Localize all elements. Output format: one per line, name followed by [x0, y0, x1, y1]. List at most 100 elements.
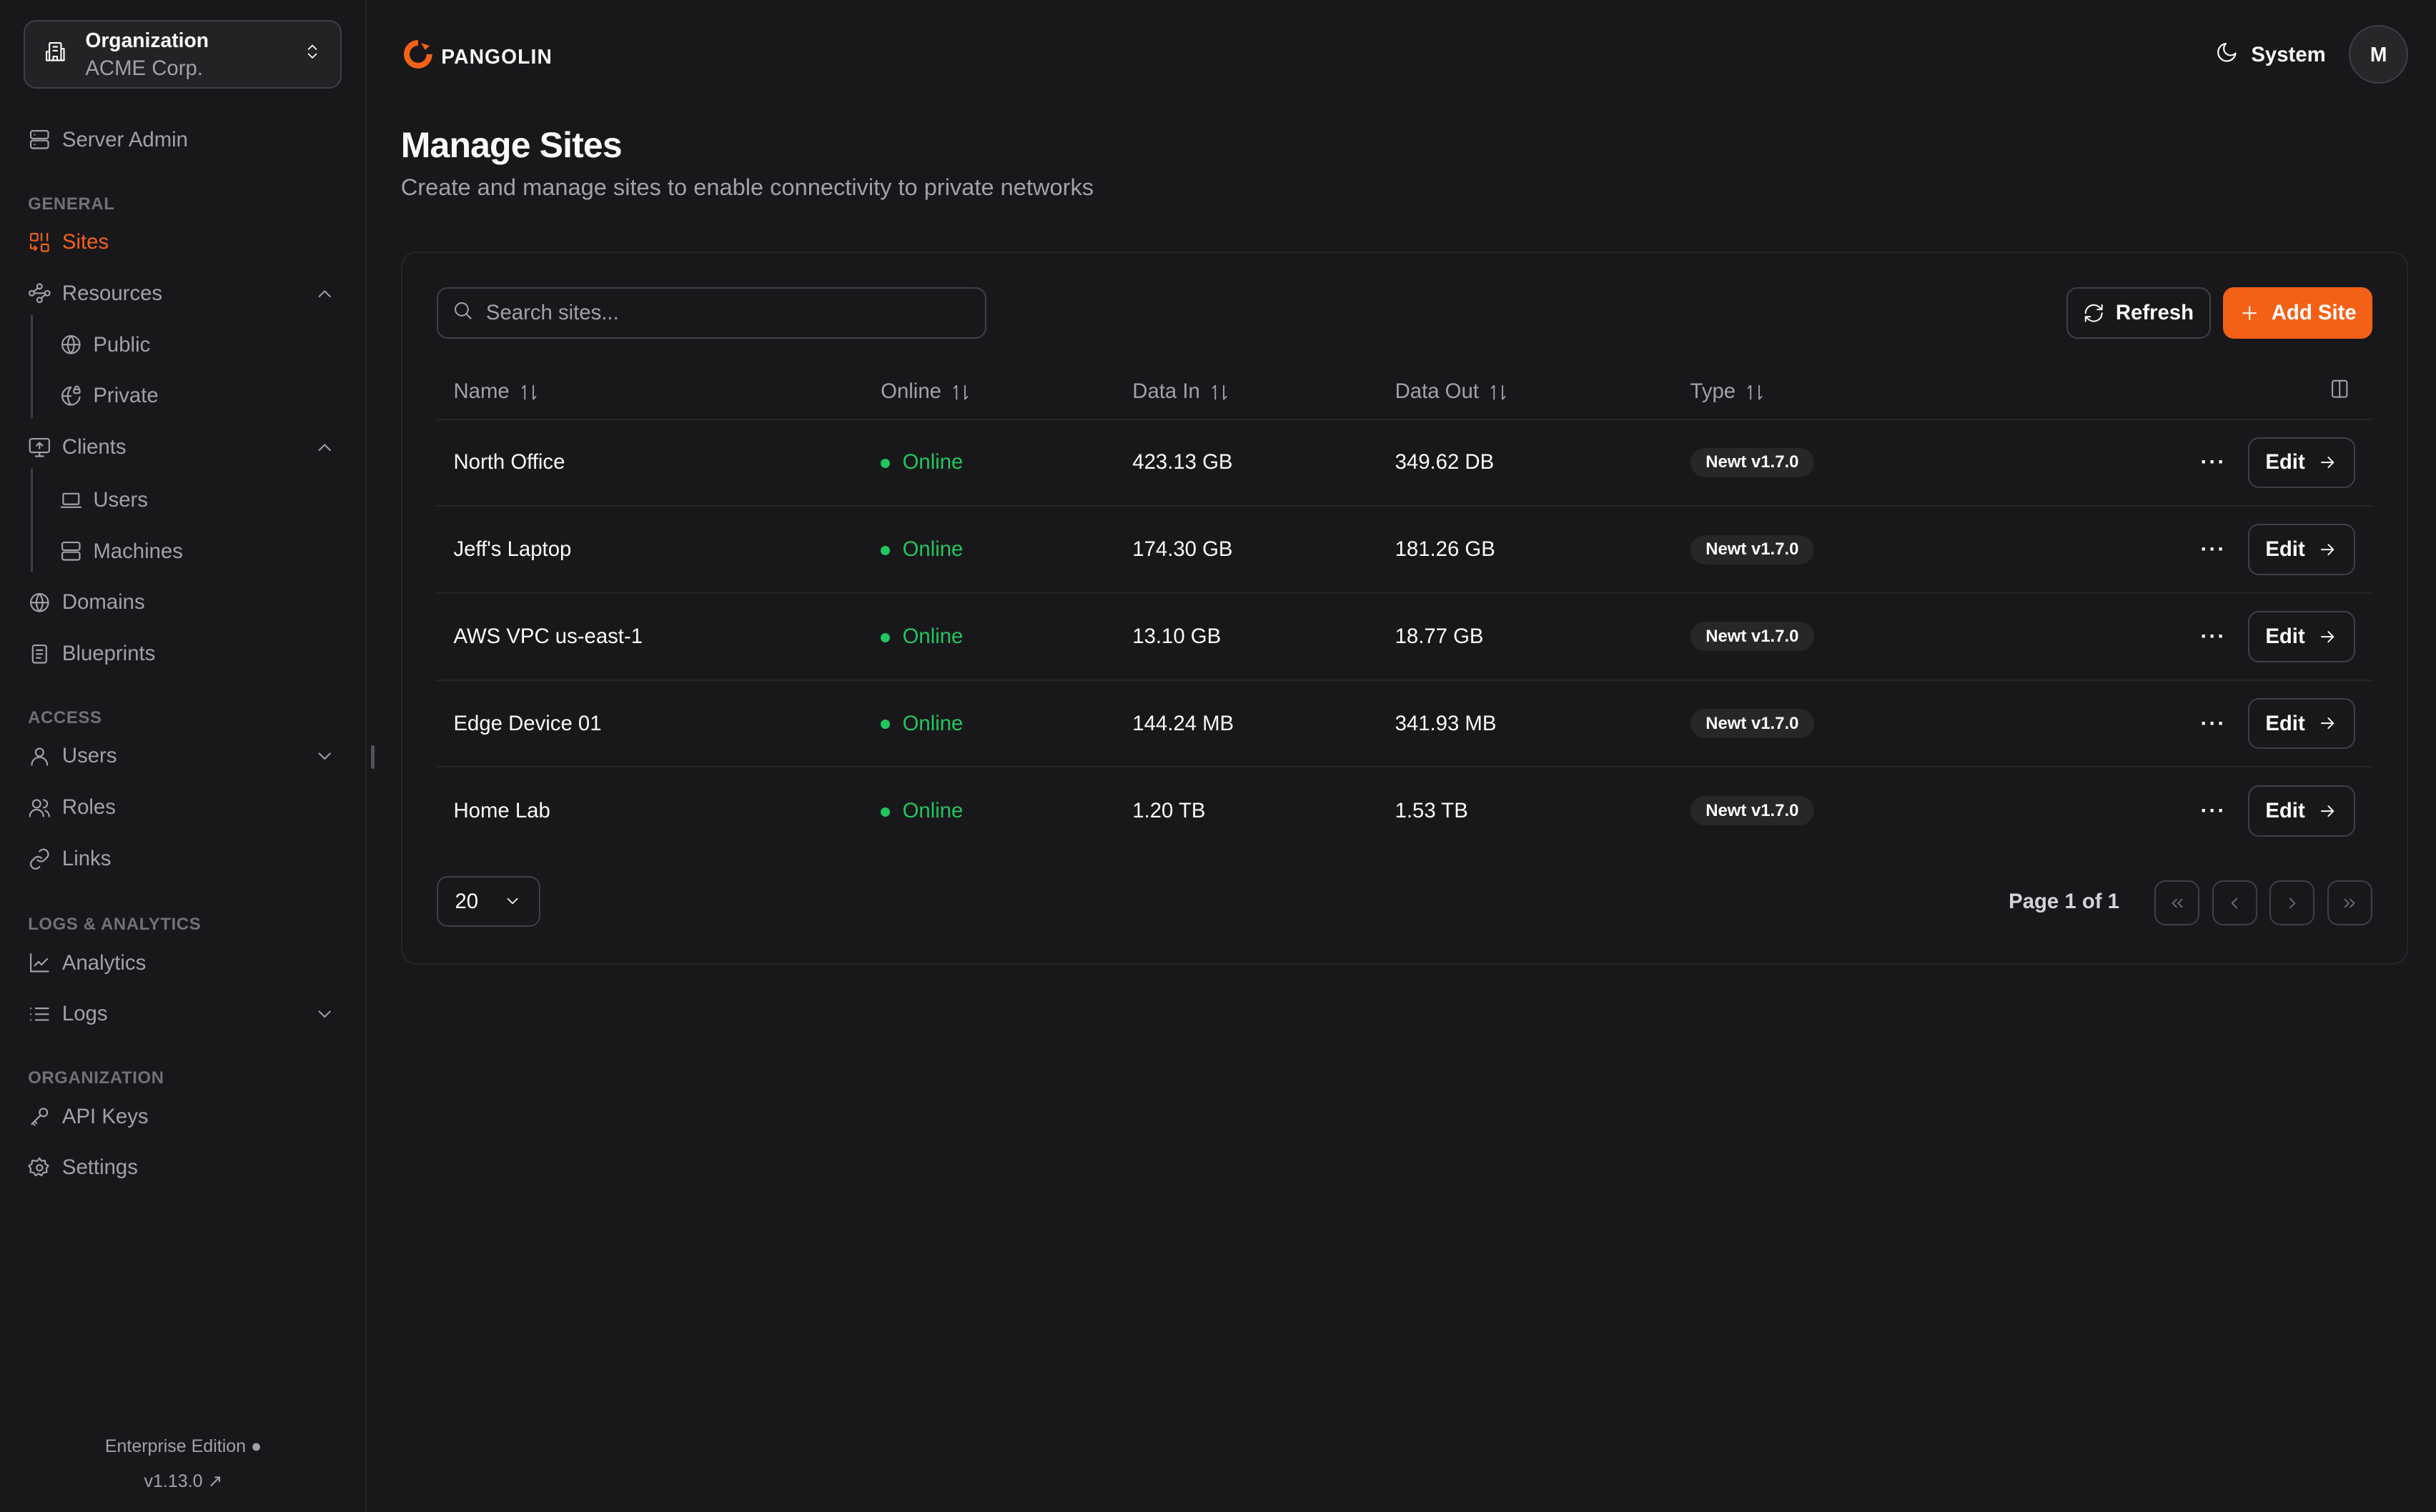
more-actions-button[interactable]: ···: [2200, 537, 2227, 562]
site-name[interactable]: Jeff's Laptop: [436, 506, 864, 595]
sidebar-item-roles[interactable]: Roles: [28, 790, 335, 825]
sidebar-item-label: Logs: [61, 1002, 108, 1026]
sidebar-item-server-admin[interactable]: Server Admin: [28, 123, 335, 157]
column-toggle-button[interactable]: [1984, 364, 2372, 420]
link-icon: [28, 847, 51, 871]
site-name[interactable]: Home Lab: [453, 798, 550, 822]
sidebar-item-settings[interactable]: Settings: [28, 1151, 335, 1185]
sidebar-item-resources[interactable]: Resources: [28, 277, 335, 311]
sidebar-item-blueprints[interactable]: Blueprints: [28, 637, 335, 671]
sidebar-item-api-keys[interactable]: API Keys: [28, 1100, 335, 1134]
edit-button[interactable]: Edit: [2247, 611, 2355, 662]
status-cell: Online: [863, 419, 1116, 507]
status-dot: [881, 807, 891, 817]
users-icon: [28, 796, 51, 820]
type-badge: Newt v1.7.0: [1690, 709, 1815, 739]
chevron-down-icon: [507, 898, 518, 905]
site-name[interactable]: AWS VPC us-east-1: [436, 593, 864, 681]
org-label: Organization: [85, 28, 209, 51]
next-page-button[interactable]: [2269, 880, 2315, 926]
edit-button[interactable]: Edit: [2247, 437, 2355, 489]
status-cell: Online: [863, 506, 1116, 595]
type-cell: Newt v1.7.0: [1673, 506, 1984, 595]
theme-label: System: [2251, 42, 2326, 66]
chevron-up-icon[interactable]: [314, 283, 335, 304]
status-label: Online: [902, 624, 964, 648]
edit-button[interactable]: Edit: [2247, 524, 2355, 576]
first-page-button[interactable]: [2154, 880, 2200, 926]
column-header-name[interactable]: Name: [436, 364, 864, 420]
sidebar-item-private[interactable]: Private: [59, 379, 336, 413]
edit-button[interactable]: Edit: [2247, 697, 2355, 750]
type-badge: Newt v1.7.0: [1690, 447, 1815, 477]
status-label: Online: [902, 537, 964, 562]
sidebar: Organization ACME Corp. Server Admin GENE…: [0, 0, 367, 1512]
columns-icon: [2331, 379, 2348, 398]
site-name[interactable]: Edge Device 01: [436, 680, 864, 768]
status-dot: [881, 632, 891, 642]
chevron-down-icon[interactable]: [314, 1003, 335, 1025]
add-site-button[interactable]: Add Site: [2223, 287, 2372, 339]
sidebar-item-users[interactable]: Users: [59, 483, 336, 517]
more-actions-button[interactable]: ···: [2200, 450, 2227, 474]
page-size-select[interactable]: 20: [436, 875, 541, 927]
sidebar-resize-handle[interactable]: [371, 745, 375, 769]
key-icon: [28, 1105, 51, 1128]
sidebar-item-clients[interactable]: Clients: [28, 430, 335, 464]
list-icon: [28, 1003, 51, 1026]
server-icon: [59, 539, 83, 563]
org-switcher[interactable]: Organization ACME Corp.: [23, 20, 342, 89]
status-dot: [881, 720, 891, 730]
more-actions-button[interactable]: ···: [2200, 624, 2227, 648]
avatar[interactable]: M: [2349, 24, 2408, 84]
sidebar-item-machines[interactable]: Machines: [59, 534, 336, 569]
more-actions-button[interactable]: ···: [2200, 798, 2227, 822]
chevron-down-icon[interactable]: [314, 745, 335, 767]
edit-button[interactable]: Edit: [2247, 785, 2355, 837]
sidebar-item-logs[interactable]: Logs: [28, 997, 335, 1031]
chevrons-up-down-icon: [303, 41, 322, 68]
more-actions-button[interactable]: ···: [2200, 711, 2227, 735]
sidebar-item-access-users[interactable]: Users: [28, 740, 335, 774]
prev-page-button[interactable]: [2212, 880, 2257, 926]
sidebar-item-public[interactable]: Public: [59, 328, 336, 362]
status-cell: Online: [863, 593, 1116, 681]
external-link-icon: ↗: [207, 1471, 223, 1492]
sidebar-item-links[interactable]: Links: [28, 842, 335, 876]
refresh-button[interactable]: Refresh: [2066, 287, 2211, 339]
edit-label: Edit: [2265, 624, 2305, 648]
sidebar-item-label: API Keys: [61, 1104, 149, 1128]
column-header-online[interactable]: Online: [863, 364, 1116, 420]
refresh-label: Refresh: [2115, 300, 2194, 324]
edition-link[interactable]: Enterprise Edition ●: [0, 1436, 367, 1457]
column-header-type[interactable]: Type: [1673, 364, 1984, 420]
sidebar-item-label: Users: [93, 487, 148, 512]
sort-icon: [1747, 385, 1763, 400]
section-general: GENERAL: [28, 194, 115, 214]
plus-icon: [2242, 305, 2257, 320]
sidebar-item-sites[interactable]: Sites: [28, 225, 335, 259]
site-name[interactable]: North Office: [436, 419, 864, 507]
globe-lock-icon: [59, 384, 83, 408]
sites-table: Name Online Data In Data Out Type North …: [436, 364, 2372, 855]
version-label: v1.13.0: [144, 1471, 203, 1492]
sidebar-item-label: Clients: [61, 434, 127, 459]
page-subtitle: Create and manage sites to enable connec…: [400, 174, 1094, 201]
data-out: 181.26 GB: [1377, 506, 1673, 595]
theme-toggle[interactable]: System: [2215, 41, 2326, 70]
sidebar-item-label: Users: [61, 744, 117, 768]
sidebar-item-analytics[interactable]: Analytics: [28, 946, 335, 980]
sidebar-item-domains[interactable]: Domains: [28, 585, 335, 620]
type-cell: Newt v1.7.0: [1673, 680, 1984, 768]
chevron-up-icon[interactable]: [314, 437, 335, 458]
section-logs: LOGS & ANALYTICS: [28, 915, 202, 935]
search-field[interactable]: [436, 287, 986, 339]
user-icon: [28, 745, 51, 768]
brand-logo[interactable]: PANGOLIN: [401, 37, 553, 76]
version-link[interactable]: v1.13.0 ↗: [0, 1471, 367, 1492]
search-input[interactable]: [485, 300, 952, 325]
column-header-data-out[interactable]: Data Out: [1377, 364, 1673, 420]
last-page-button[interactable]: [2327, 880, 2372, 926]
column-header-data-in[interactable]: Data In: [1115, 364, 1378, 420]
arrow-right-icon: [2321, 544, 2334, 556]
